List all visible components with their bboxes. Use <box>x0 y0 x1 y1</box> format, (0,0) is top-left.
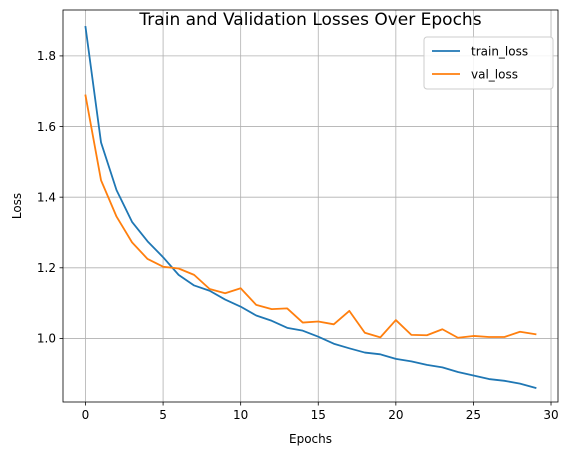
grid <box>63 10 558 402</box>
y-axis-label: Loss <box>10 193 24 219</box>
y-tick-label: 1.2 <box>37 261 56 275</box>
series-layer <box>84 25 537 389</box>
x-ticks: 0 5 10 15 20 25 30 <box>82 402 559 422</box>
y-ticks: 1.0 1.2 1.4 1.6 1.8 <box>37 49 63 346</box>
x-tick-label: 25 <box>466 408 481 422</box>
x-tick-label: 5 <box>159 408 167 422</box>
legend: train_loss val_loss <box>423 36 554 90</box>
series-line-val-loss <box>84 94 537 339</box>
legend-label-val-loss: val_loss <box>471 68 518 82</box>
plot-frame <box>62 9 559 403</box>
y-tick-label: 1.6 <box>37 120 56 134</box>
x-tick-label: 20 <box>388 408 403 422</box>
series-line-train-loss <box>84 25 537 389</box>
x-tick-label: 0 <box>82 408 90 422</box>
x-tick-label: 10 <box>233 408 248 422</box>
chart-title: Train and Validation Losses Over Epochs <box>138 10 481 30</box>
x-tick-label: 30 <box>543 408 558 422</box>
x-tick-label: 15 <box>311 408 326 422</box>
legend-box <box>423 36 554 90</box>
x-axis-label: Epochs <box>289 432 332 446</box>
y-tick-label: 1.0 <box>37 332 56 346</box>
y-tick-label: 1.4 <box>37 190 56 204</box>
legend-label-train-loss: train_loss <box>471 45 528 59</box>
y-tick-label: 1.8 <box>37 49 56 63</box>
